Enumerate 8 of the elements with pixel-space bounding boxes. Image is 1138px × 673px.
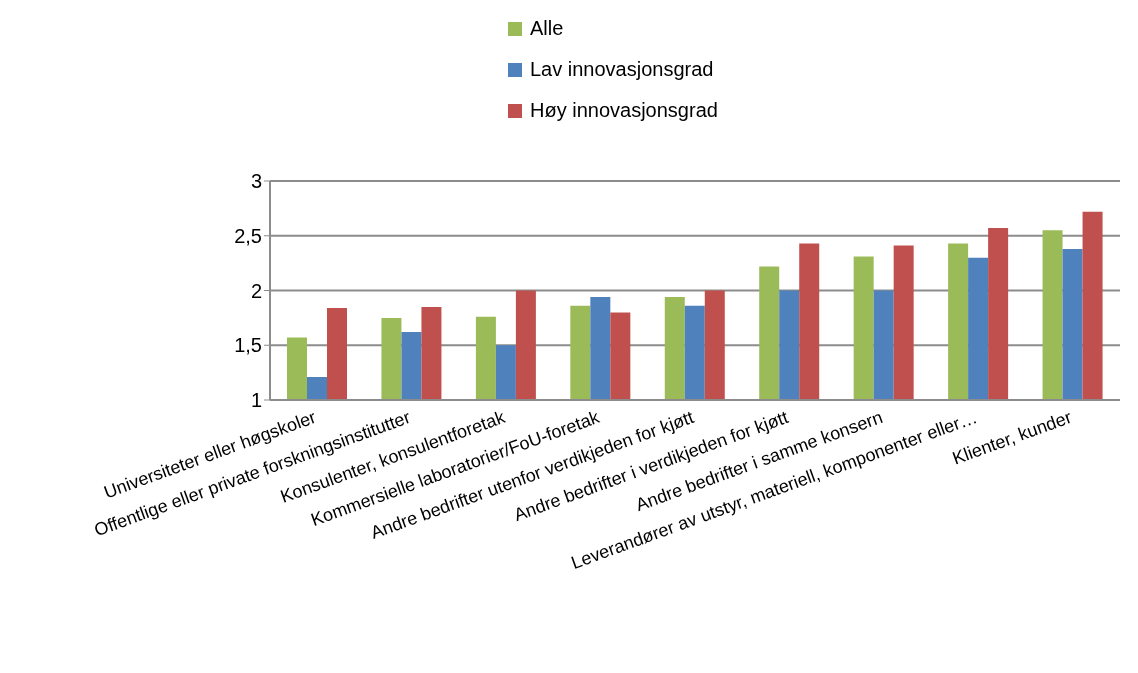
y-tick-label: 3 <box>250 170 262 193</box>
y-tick-label: 2,5 <box>234 224 262 247</box>
y-tick-label: 2 <box>250 279 262 302</box>
legend-label: Lav innovasjonsgrad <box>530 58 714 81</box>
y-tick-label: 1,5 <box>234 334 262 357</box>
y-tick-label: 1 <box>250 389 262 412</box>
legend-label: Høy innovasjonsgrad <box>530 99 718 122</box>
legend-label: Alle <box>530 17 564 40</box>
